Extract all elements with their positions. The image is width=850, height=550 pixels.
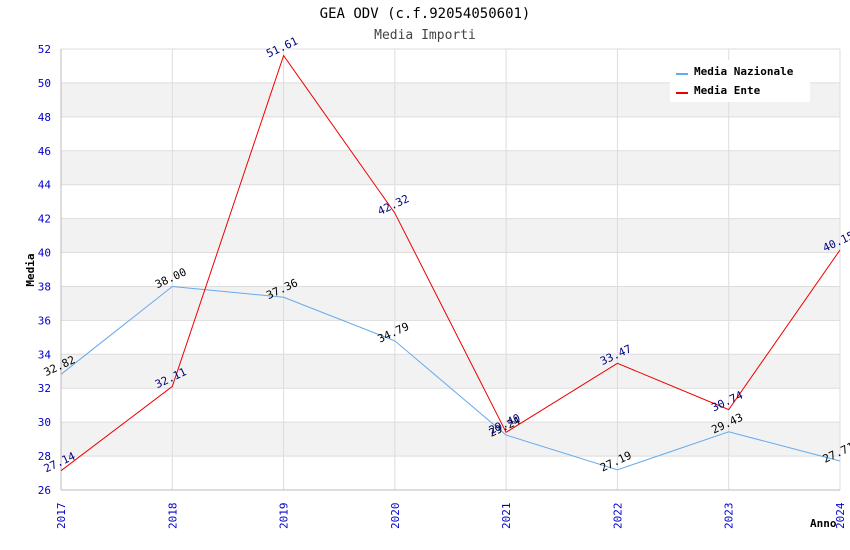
chart-title: GEA ODV (c.f.92054050601): [320, 6, 531, 22]
legend-box: [670, 60, 810, 102]
x-tick-label: 2024: [834, 502, 847, 529]
x-tick-label: 2017: [55, 503, 68, 530]
y-tick-label: 34: [38, 348, 52, 361]
x-tick-label: 2018: [166, 503, 179, 530]
y-axis: 26 28 30 32 34 36 38 40 42 44 46 48 50 52: [38, 43, 62, 497]
grid-lines: [60, 48, 841, 491]
x-tick-label: 2020: [389, 503, 402, 530]
legend-label-media-ente: Media Ente: [694, 84, 761, 97]
grid-band: [61, 354, 840, 389]
y-tick-label: 46: [38, 145, 51, 158]
series-line-media-nazionale: [60, 285, 841, 471]
y-tick-label: 36: [38, 314, 51, 327]
y-tick-label: 50: [38, 77, 51, 90]
chart-subtitle: Media Importi: [374, 28, 476, 43]
grid-band: [61, 150, 840, 185]
x-axis-label: Anno: [810, 517, 837, 530]
y-tick-label: 52: [38, 43, 51, 56]
x-tick-label: 2023: [723, 503, 736, 530]
data-label-media-nazionale: 34.79: [376, 320, 412, 346]
y-tick-label: 48: [38, 111, 51, 124]
y-tick-label: 44: [38, 179, 52, 192]
legend: Media Nazionale Media Ente: [670, 60, 810, 102]
x-axis: 2017 2018 2019 2020 2021 2022 2023 2024: [55, 489, 847, 530]
x-tick-label: 2021: [500, 503, 513, 529]
series-line-media-ente: [60, 54, 841, 472]
y-tick-label: 40: [38, 247, 51, 260]
y-tick-label: 28: [38, 450, 51, 463]
data-label-media-ente: 42.32: [376, 192, 412, 218]
y-axis-label: Media: [24, 253, 37, 286]
series-lines: [60, 54, 841, 472]
data-label-media-ente: 51.61: [264, 35, 300, 61]
legend-label-media-nazionale: Media Nazionale: [694, 65, 794, 78]
y-tick-label: 32: [38, 382, 51, 395]
y-tick-label: 26: [38, 484, 51, 497]
grid-band: [61, 218, 840, 253]
y-tick-label: 42: [38, 213, 51, 226]
grid-band: [61, 286, 840, 321]
y-tick-label: 30: [38, 416, 51, 429]
x-tick-label: 2022: [611, 503, 624, 530]
grid-band: [61, 422, 840, 457]
data-label-media-ente: 30.74: [709, 388, 745, 414]
y-tick-label: 38: [38, 280, 51, 293]
x-tick-label: 2019: [278, 503, 291, 530]
